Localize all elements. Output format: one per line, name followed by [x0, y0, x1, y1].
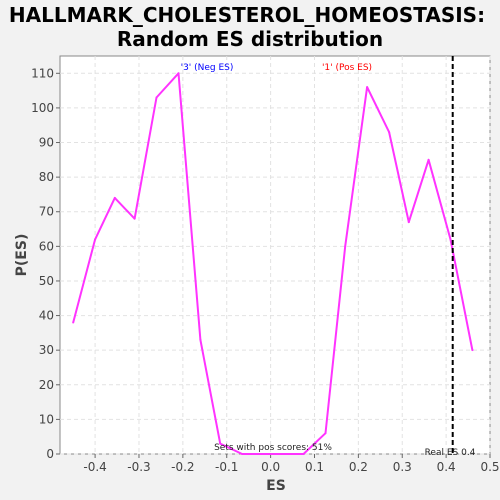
series-group [72, 72, 474, 455]
data-point [177, 72, 180, 75]
pos-scores-annotation: Sets with pos scores: 51% [214, 443, 332, 453]
data-point [269, 453, 272, 455]
data-point [113, 196, 116, 199]
x-tick-label: -0.4 [83, 460, 106, 474]
y-tick-label: 70 [39, 205, 54, 219]
y-tick-label: 50 [39, 274, 54, 288]
y-tick-label: 90 [39, 136, 54, 150]
y-tick-label: 80 [39, 170, 54, 184]
data-point [344, 245, 347, 248]
y-tick-label: 60 [39, 239, 54, 253]
x-tick-label: 0.1 [305, 460, 324, 474]
x-tick-label: -0.2 [171, 460, 194, 474]
data-point [449, 238, 452, 241]
y-axis: 0 10 20 30 40 50 60 70 80 90 100 110 [31, 66, 60, 461]
x-axis: -0.4 -0.3 -0.2 -0.1 0.0 0.1 0.2 0.3 0.4 0.5 [83, 454, 500, 474]
y-tick-label: 30 [39, 343, 54, 357]
data-point [427, 158, 430, 161]
data-point [407, 221, 410, 224]
data-point [471, 349, 474, 352]
data-point [155, 96, 158, 99]
y-tick-label: 10 [39, 412, 54, 426]
x-tick-label: 0.3 [393, 460, 412, 474]
data-point [94, 238, 97, 241]
data-point [388, 131, 391, 134]
data-point [199, 338, 202, 341]
y-tick-label: 40 [39, 309, 54, 323]
y-tick-label: 100 [31, 101, 54, 115]
x-tick-label: 0.5 [480, 460, 499, 474]
data-point [219, 442, 222, 445]
plot-area [59, 55, 491, 455]
y-tick-label: 20 [39, 378, 54, 392]
neg-es-label: '3' (Neg ES) [181, 63, 234, 73]
data-point [324, 432, 327, 435]
y-tick-label: 0 [46, 447, 54, 461]
x-axis-title: ES [266, 478, 286, 494]
x-tick-label: 0.4 [437, 460, 456, 474]
pos-es-label: '1' (Pos ES) [322, 63, 372, 73]
data-point [133, 217, 136, 220]
data-point [366, 86, 369, 89]
data-point [302, 453, 305, 455]
data-point [72, 321, 75, 324]
y-axis-title: P(ES) [14, 234, 30, 277]
x-tick-label: -0.3 [127, 460, 150, 474]
chart-title: HALLMARK_CHOLESTEROL_HOMEOSTASIS: [9, 3, 485, 27]
grid-lines [60, 56, 491, 455]
data-point [241, 453, 244, 455]
chart-subtitle: Random ES distribution [117, 27, 383, 51]
x-tick-label: -0.1 [215, 460, 238, 474]
x-tick-label: 0.0 [261, 460, 280, 474]
real-es-annotation: Real ES 0.4 [425, 448, 476, 458]
x-tick-label: 0.2 [349, 460, 368, 474]
y-tick-label: 110 [31, 66, 54, 80]
